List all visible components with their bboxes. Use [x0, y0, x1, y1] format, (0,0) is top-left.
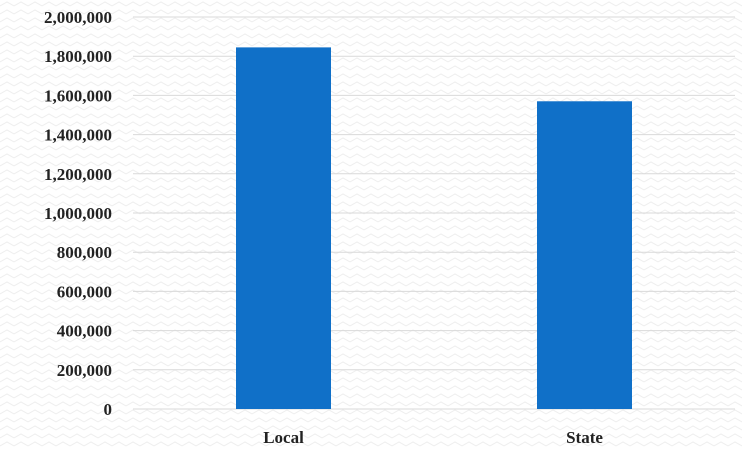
- x-category-label: Local: [263, 428, 304, 447]
- y-tick-label: 200,000: [57, 361, 112, 380]
- y-tick-label: 1,800,000: [44, 47, 112, 66]
- gridlines: [133, 16, 735, 410]
- y-tick-label: 1,600,000: [44, 86, 112, 105]
- y-tick-label: 1,200,000: [44, 165, 112, 184]
- bar-state: [537, 101, 632, 409]
- y-tick-label: 0: [104, 400, 113, 419]
- y-tick-label: 2,000,000: [44, 8, 112, 27]
- y-tick-label: 1,400,000: [44, 126, 112, 145]
- y-axis-tick-labels: 0 200,000 400,000 600,000 800,000 1,000,000 1,…: [44, 8, 112, 419]
- x-category-label: State: [566, 428, 603, 447]
- x-axis-category-labels: Local State: [263, 428, 603, 447]
- y-tick-label: 1,000,000: [44, 204, 112, 223]
- y-tick-label: 400,000: [57, 322, 112, 341]
- y-tick-label: 600,000: [57, 282, 112, 301]
- y-tick-label: 800,000: [57, 243, 112, 262]
- bar-local: [236, 47, 331, 409]
- bars: [236, 47, 632, 409]
